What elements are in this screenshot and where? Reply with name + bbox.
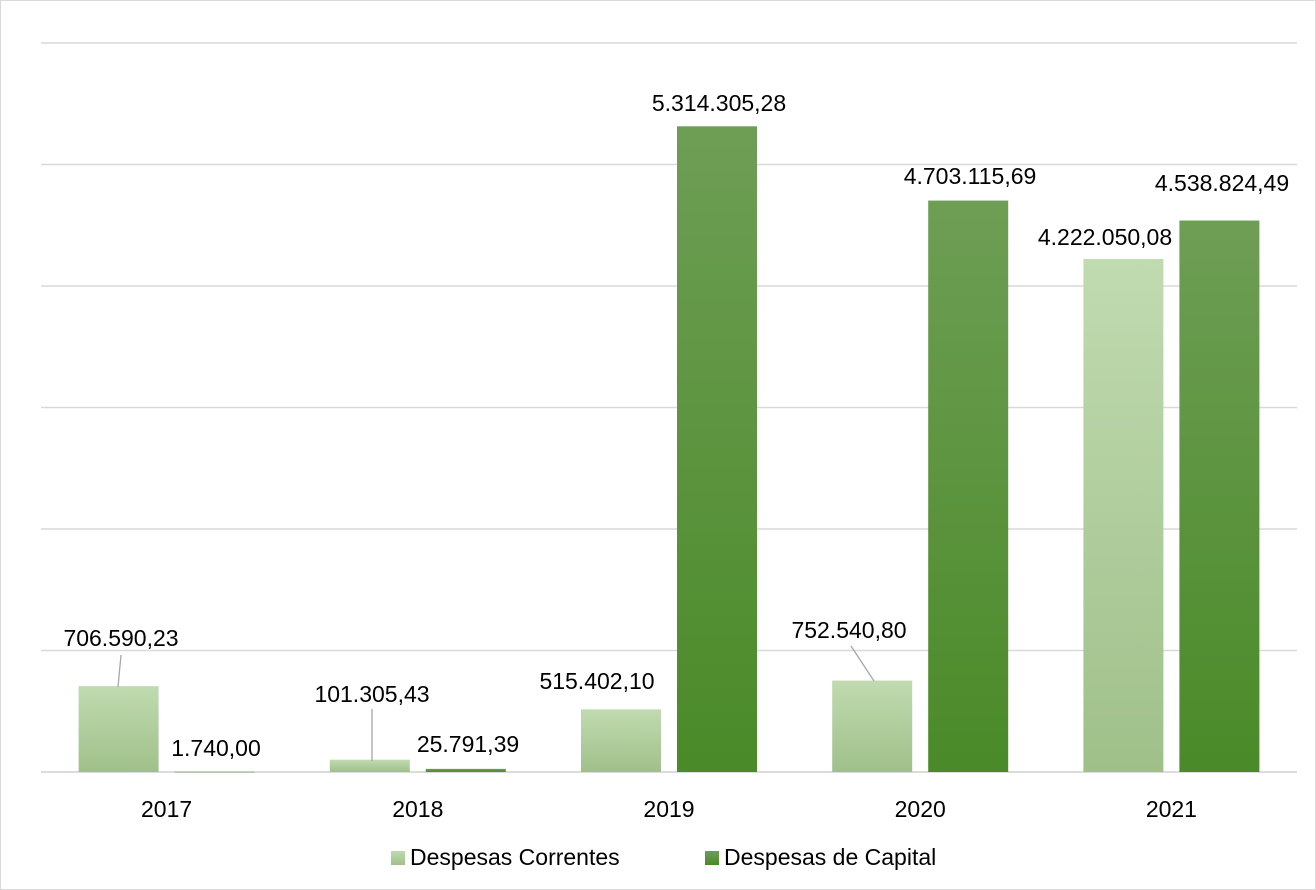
legend-label-correntes: Despesas Correntes: [410, 844, 620, 870]
legend-label-capital: Despesas de Capital: [724, 844, 936, 870]
data-label: 752.540,80: [791, 617, 906, 643]
data-label: 706.590,23: [63, 625, 178, 651]
data-label: 25.791,39: [417, 731, 519, 757]
leader-lines: [117, 645, 875, 761]
bar-2017-correntes: [78, 686, 159, 772]
data-label: 4.703.115,69: [904, 163, 1037, 189]
gridlines: [41, 42, 1297, 773]
bars: [78, 126, 1260, 773]
leader-line: [850, 645, 875, 682]
bar-2019-capital: [677, 126, 757, 773]
x-axis-ticks: 2017 2018 2019 2020 2021: [141, 796, 1197, 822]
x-tick-label: 2017: [141, 796, 192, 822]
bar-2018-correntes: [329, 759, 410, 772]
x-tick-label: 2018: [392, 796, 443, 822]
data-label: 4.538.824,49: [1155, 170, 1289, 196]
bar-2018-capital: [425, 768, 506, 772]
data-label: 101.305,43: [314, 681, 429, 707]
legend-swatch-correntes: [391, 851, 405, 865]
leader-line: [117, 654, 122, 688]
legend: Despesas Correntes Despesas de Capital: [391, 844, 936, 870]
bar-2019-correntes: [581, 709, 661, 772]
data-label: 515.402,10: [539, 668, 654, 694]
data-label: 1.740,00: [171, 735, 261, 761]
bar-2021-correntes: [1083, 259, 1164, 773]
bar-2020-capital: [928, 200, 1009, 773]
data-label: 5.314.305,28: [652, 90, 786, 116]
bar-2020-correntes: [832, 680, 913, 772]
x-tick-label: 2020: [895, 796, 946, 822]
data-labels: 706.590,23 1.740,00 101.305,43 25.791,39 515…: [63, 90, 1289, 761]
x-tick-label: 2021: [1146, 796, 1197, 822]
bar-2021-capital: [1179, 220, 1260, 772]
legend-swatch-capital: [705, 851, 719, 865]
bar-2017-capital: [174, 771, 255, 773]
data-label: 4.222.050,08: [1038, 224, 1172, 250]
x-tick-label: 2019: [643, 796, 694, 822]
